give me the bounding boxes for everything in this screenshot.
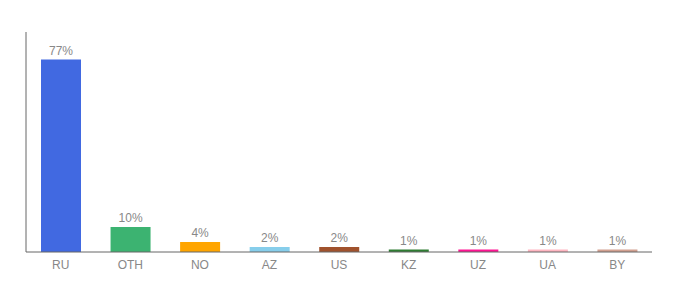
svg-text:AZ: AZ	[262, 258, 277, 272]
svg-text:KZ: KZ	[401, 258, 416, 272]
svg-text:1%: 1%	[470, 234, 488, 248]
svg-text:10%: 10%	[119, 211, 143, 225]
svg-text:UA: UA	[539, 258, 556, 272]
svg-text:4%: 4%	[191, 226, 209, 240]
svg-text:NO: NO	[191, 258, 209, 272]
svg-text:OTH: OTH	[118, 258, 143, 272]
svg-text:2%: 2%	[331, 231, 349, 245]
svg-text:1%: 1%	[400, 234, 418, 248]
svg-text:1%: 1%	[539, 234, 557, 248]
svg-text:RU: RU	[52, 258, 69, 272]
svg-text:77%: 77%	[49, 44, 73, 58]
svg-text:UZ: UZ	[470, 258, 486, 272]
svg-text:2%: 2%	[261, 231, 279, 245]
svg-text:US: US	[331, 258, 348, 272]
svg-text:1%: 1%	[609, 234, 627, 248]
svg-text:BY: BY	[609, 258, 625, 272]
